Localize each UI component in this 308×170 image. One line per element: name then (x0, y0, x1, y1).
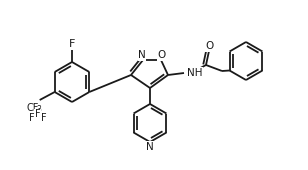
Text: F: F (41, 113, 47, 123)
Text: F: F (69, 39, 75, 49)
Text: F: F (29, 113, 34, 123)
Text: O: O (158, 50, 166, 60)
Text: N: N (146, 142, 154, 152)
Text: O: O (206, 41, 214, 51)
Text: NH: NH (187, 68, 202, 78)
Text: 3: 3 (36, 105, 41, 114)
Text: N: N (138, 50, 146, 60)
Text: F: F (35, 109, 40, 119)
Text: CF: CF (26, 103, 39, 113)
